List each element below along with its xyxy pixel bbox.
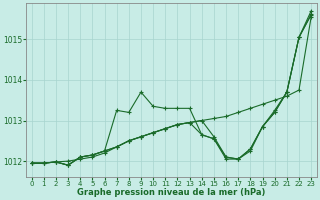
X-axis label: Graphe pression niveau de la mer (hPa): Graphe pression niveau de la mer (hPa) bbox=[77, 188, 266, 197]
